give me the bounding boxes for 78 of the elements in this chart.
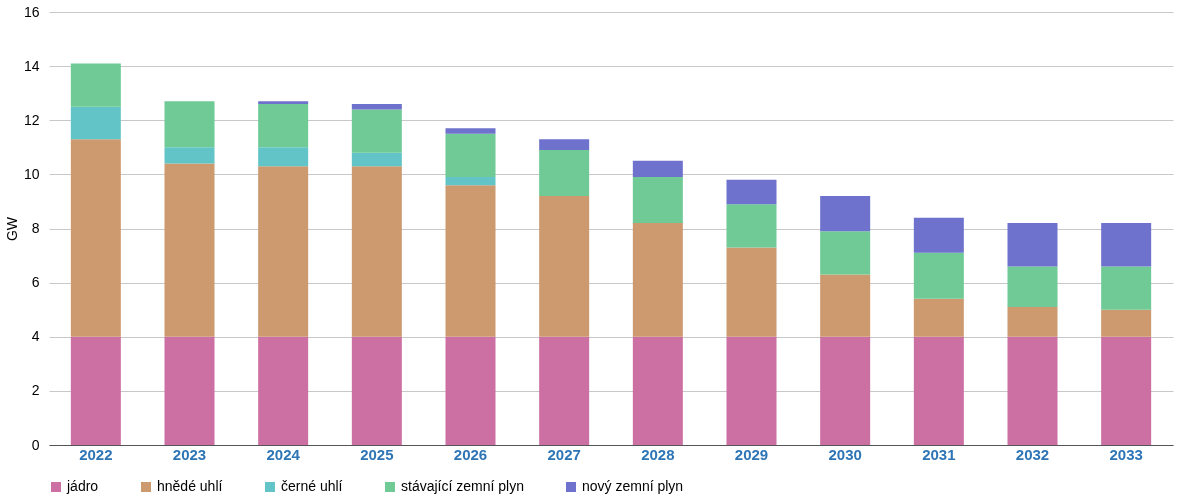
y-tick-label: 16	[23, 3, 40, 20]
y-tick-label: 12	[23, 111, 40, 128]
x-tick-label: 2027	[547, 445, 581, 463]
bar	[726, 336, 777, 445]
x-tick-label: 2030	[828, 445, 862, 463]
bar	[258, 101, 309, 105]
bar	[258, 166, 309, 337]
y-tick-label: 2	[31, 382, 40, 399]
bar	[820, 196, 871, 232]
legend-label: černé uhlí	[281, 478, 343, 494]
bar	[258, 147, 309, 167]
legend-label: nový zemní plyn	[582, 478, 684, 494]
bar	[539, 150, 590, 197]
bar	[351, 336, 402, 445]
bar	[726, 204, 777, 248]
bar	[1007, 223, 1058, 267]
bar	[351, 109, 402, 153]
x-tick-label: 2028	[641, 445, 675, 463]
bar	[164, 101, 215, 148]
bar	[1007, 266, 1058, 307]
bar	[913, 336, 964, 445]
bar	[164, 163, 215, 337]
bar	[726, 179, 777, 205]
bar	[1101, 336, 1152, 445]
bar	[164, 336, 215, 445]
bar	[1101, 223, 1152, 267]
legend-label: jádro	[66, 478, 99, 494]
x-tick-label: 2029	[734, 445, 769, 463]
bar	[1101, 266, 1152, 310]
bar	[351, 152, 402, 167]
bar	[445, 133, 496, 178]
bar	[445, 185, 496, 337]
bar	[445, 128, 496, 134]
bar	[164, 147, 215, 164]
bar	[632, 177, 683, 224]
bar	[820, 231, 871, 275]
bar	[445, 336, 496, 445]
bar	[1007, 306, 1058, 337]
bar	[258, 336, 309, 445]
bar	[726, 247, 777, 337]
bar	[70, 106, 121, 140]
y-tick-label: 14	[23, 57, 40, 74]
bar	[70, 336, 121, 445]
legend-label: hnědé uhlí	[157, 478, 223, 494]
legend-label: stávající zemní plyn	[401, 478, 524, 494]
bar	[632, 160, 683, 178]
bar	[70, 63, 121, 107]
y-axis-title: GW	[3, 216, 20, 242]
bar	[445, 177, 496, 186]
x-tick-label: 2022	[79, 445, 113, 463]
bar	[539, 139, 590, 151]
y-tick-label: 4	[31, 328, 40, 345]
bar	[539, 336, 590, 445]
bar	[1101, 309, 1152, 337]
x-tick-label: 2023	[172, 445, 207, 463]
bar	[539, 196, 590, 337]
y-tick-label: 6	[31, 274, 40, 291]
y-tick-label: 0	[31, 436, 40, 453]
bar	[913, 252, 964, 299]
y-tick-label: 10	[23, 165, 40, 182]
x-tick-label: 2026	[453, 445, 488, 463]
bar	[632, 223, 683, 337]
bar	[351, 104, 402, 110]
bar	[820, 274, 871, 337]
bar	[70, 139, 121, 337]
x-tick-label: 2032	[1015, 445, 1050, 463]
bar	[632, 336, 683, 445]
x-tick-label: 2024	[266, 445, 301, 463]
x-tick-label: 2031	[922, 445, 956, 463]
x-tick-label: 2025	[360, 445, 394, 463]
bar	[913, 217, 964, 253]
x-tick-label: 2033	[1109, 445, 1143, 463]
bar	[258, 104, 309, 148]
bar	[1007, 336, 1058, 445]
bar	[351, 166, 402, 337]
bar	[820, 336, 871, 445]
bar	[913, 298, 964, 337]
y-tick-label: 8	[31, 220, 40, 236]
